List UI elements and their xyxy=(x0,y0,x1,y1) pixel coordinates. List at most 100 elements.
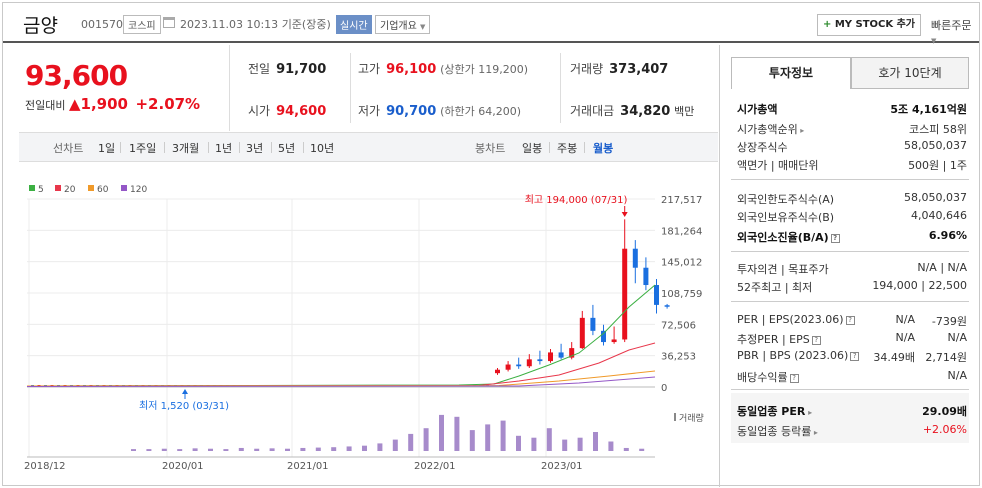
volume-bar xyxy=(192,448,198,451)
chevron-right-icon[interactable]: ▸ xyxy=(797,126,805,135)
price-change: 전일대비 ▲1,900 +2.07% xyxy=(25,95,201,113)
tab-invest-info[interactable]: 투자정보 xyxy=(731,57,851,89)
max-price-label: 최고 194,000 (07/31) xyxy=(525,194,628,206)
ma-60-line xyxy=(26,370,656,387)
period-1w[interactable]: 1주일 xyxy=(129,142,157,155)
ma-5-line xyxy=(26,284,656,387)
candle xyxy=(548,352,553,362)
volume-bar xyxy=(285,448,290,451)
realtime-button[interactable]: 실시간 xyxy=(336,15,372,34)
volume-bar xyxy=(623,447,629,451)
candle xyxy=(569,348,575,358)
info-row: 상장주식수 58,050,037 xyxy=(737,139,967,154)
x-tick-label: 2022/01 xyxy=(414,461,456,472)
legend-label: 5 xyxy=(38,185,44,195)
period-1d[interactable]: 1일 xyxy=(98,142,116,155)
candle xyxy=(611,339,617,343)
help-icon[interactable]: ? xyxy=(789,373,799,383)
volume-bar xyxy=(531,437,537,451)
legend-swatch xyxy=(55,185,61,191)
candle xyxy=(664,305,670,307)
volume-bar xyxy=(208,448,213,451)
candle-monthly[interactable]: 월봉 xyxy=(593,142,614,155)
period-3m[interactable]: 3개월 xyxy=(172,142,200,155)
plus-icon: + xyxy=(822,19,832,30)
volume-bar xyxy=(392,439,398,451)
volume-bar xyxy=(439,414,444,451)
volume-bar xyxy=(362,445,367,451)
mystock-add-button[interactable]: + MY STOCK 추가 xyxy=(817,14,921,36)
y-tick-label: 145,012 xyxy=(661,258,702,269)
volume-bar xyxy=(177,449,183,451)
candle xyxy=(537,359,543,362)
legend-swatch xyxy=(88,185,94,191)
info-row: PER | EPS(2023.06)? N/A -739원 xyxy=(737,313,967,328)
info-row: 투자의견 | 목표주가 N/A | N/A xyxy=(737,261,967,276)
chevron-right-icon[interactable]: ▸ xyxy=(805,408,813,417)
candle xyxy=(590,317,596,331)
candle xyxy=(495,369,500,374)
stock-chart[interactable]: 5 20 60 120 217,517 181,264 145,012 108,759 72,5… xyxy=(19,175,719,475)
candle xyxy=(601,330,606,343)
candle-chart-label: 봉차트 xyxy=(475,142,506,155)
period-3y[interactable]: 3년 xyxy=(246,142,264,155)
y-tick-label: 108,759 xyxy=(661,289,702,300)
info-row: 외국인보유주식수(B) 4,040,646 xyxy=(737,209,967,224)
min-arrow-head xyxy=(182,389,188,394)
candle xyxy=(516,364,522,367)
volume-bar xyxy=(485,424,491,451)
candle xyxy=(622,248,628,340)
chevron-right-icon[interactable]: ▸ xyxy=(811,428,818,437)
info-row: 추정PER | EPS? N/A N/A xyxy=(737,331,967,346)
help-icon[interactable]: ? xyxy=(845,315,855,325)
line-chart-label: 선차트 xyxy=(53,142,84,155)
min-price-label: 최저 1,520 (03/31) xyxy=(139,400,229,412)
volume-bar xyxy=(161,448,167,451)
help-icon[interactable]: ? xyxy=(811,335,821,345)
help-icon[interactable]: ? xyxy=(830,233,840,243)
volume-bar xyxy=(562,439,568,451)
y-tick-label: 181,264 xyxy=(661,226,702,237)
y-tick-label: 72,506 xyxy=(661,320,696,331)
info-row: 외국인한도주식수(A) 58,050,037 xyxy=(737,191,967,206)
candle-daily[interactable]: 일봉 xyxy=(522,142,543,155)
legend-label: 60 xyxy=(97,185,109,195)
quote-date: 2023.11.03 10:13 기준(장중) xyxy=(180,18,331,31)
period-5y[interactable]: 5년 xyxy=(278,142,296,155)
quick-order-button[interactable]: 빠른주문 ▼ xyxy=(931,19,972,45)
info-row: 동일업종 등락률 ▸ +2.06% xyxy=(737,423,967,438)
info-row: 동일업종 PER ▸ 29.09배 xyxy=(737,405,967,418)
tab-hoga[interactable]: 호가 10단계 xyxy=(851,57,969,89)
period-1y[interactable]: 1년 xyxy=(215,142,233,155)
x-tick-label: 2018/12 xyxy=(24,461,66,472)
help-icon[interactable]: ? xyxy=(850,351,860,361)
volume-legend-icon xyxy=(674,413,676,421)
x-tick-label: 2020/01 xyxy=(162,461,204,472)
volume-bar xyxy=(238,447,244,451)
volume-bar xyxy=(131,449,136,451)
volume-bar xyxy=(454,416,460,451)
y-tick-label: 217,517 xyxy=(661,195,702,206)
candle-weekly[interactable]: 주봉 xyxy=(557,142,578,155)
x-tick-label: 2021/01 xyxy=(287,461,329,472)
volume-bar xyxy=(423,428,429,451)
y-tick-label: 0 xyxy=(661,383,667,394)
stock-header: 금양 001570 코스피 2023.11.03 10:13 기준(장중) 실시… xyxy=(3,3,979,45)
volume-bar xyxy=(593,432,598,451)
volume-bar xyxy=(300,447,306,451)
candle xyxy=(579,317,585,349)
candle xyxy=(505,364,511,370)
candle xyxy=(632,248,638,268)
volume-bar xyxy=(469,430,475,451)
company-info-dropdown[interactable]: 기업개요 ▼ xyxy=(375,15,431,34)
period-bar: 선차트 1일 1주일 3개월 1년 3년 5년 10년 봉차트 일봉 주봉 월봉 xyxy=(19,132,718,162)
legend-swatch xyxy=(121,185,127,191)
volume-bar xyxy=(577,437,583,451)
volume-bar xyxy=(254,448,260,451)
max-arrow-head xyxy=(621,212,628,217)
info-row: 외국인소진율(B/A)? 6.96% xyxy=(737,229,967,244)
volume-bar xyxy=(500,420,506,451)
period-10y[interactable]: 10년 xyxy=(310,142,335,155)
candle xyxy=(526,359,532,367)
